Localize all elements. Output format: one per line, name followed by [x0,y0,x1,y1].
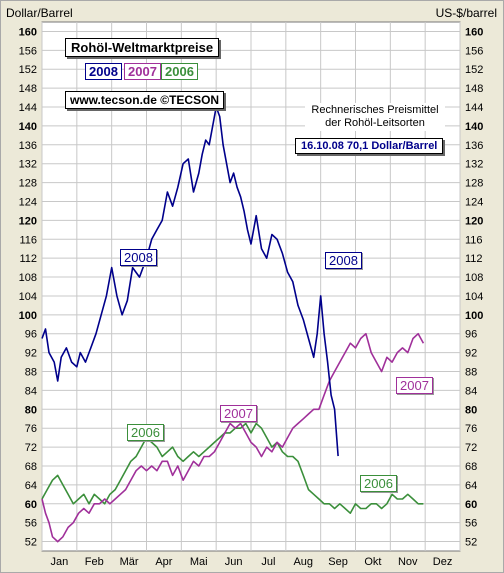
y-tick-label-right: 144 [465,102,483,114]
series-line-2007 [41,332,425,543]
legend-2008: 2008 [85,63,122,80]
y-tick-label-right: 116 [465,234,483,246]
x-tick-label: Feb [85,556,104,568]
y-tick-label-left: 120 [19,215,37,227]
series-label-2006-left: 2006 [127,424,164,441]
y-tick-label-left: 108 [19,272,37,284]
price-note-line1: Rechnerisches Preismittel [311,104,439,116]
y-tick-label-left: 100 [19,310,37,322]
y-tick-label-right: 148 [465,83,483,95]
series-label-2008-right: 2008 [325,252,362,269]
y-tick-label-left: 112 [19,253,37,265]
y-tick-label-right: 124 [465,196,483,208]
series-label-2008-left: 2008 [120,249,157,266]
x-tick-label: Jul [261,556,275,568]
y-tick-label-left: 152 [19,64,37,76]
series-label-2007-left: 2007 [220,405,257,422]
y-tick-label-right: 56 [465,518,477,530]
y-tick-label-right: 96 [465,329,477,341]
x-tick-label: Nov [398,556,418,568]
y-tick-label-left: 92 [25,348,37,360]
y-tick-label-left: 96 [25,329,37,341]
y-tick-label-right: 120 [465,215,483,227]
series-label-2006-right: 2006 [360,475,397,492]
y-tick-label-right: 104 [465,291,483,303]
y-tick-label-left: 88 [25,367,37,379]
y-axis-unit-left: Dollar/Barrel [6,6,73,20]
y-tick-label-left: 144 [19,102,37,114]
series-line-2006 [41,422,424,515]
series-line-2008 [41,106,339,457]
x-tick-label: Aug [293,556,313,568]
y-tick-label-left: 76 [25,423,37,435]
x-tick-label: Jan [51,556,69,568]
x-tick-label: Dez [433,556,453,568]
y-tick-label-left: 160 [19,26,37,38]
x-tick-label: Jun [225,556,243,568]
y-tick-label-left: 72 [25,442,37,454]
current-price: 16.10.08 70,1 Dollar/Barrel [295,138,444,154]
y-tick-label-left: 136 [19,140,37,152]
x-tick-label: Mai [190,556,208,568]
y-axis-left: 52 56 60 64 68 72 76 80 84 88 92 96 100 104 108 112 116 1… [19,26,37,548]
y-tick-label-right: 108 [465,272,483,284]
y-tick-label-right: 60 [465,499,477,511]
y-tick-label-right: 64 [465,480,477,492]
y-tick-label-left: 84 [25,385,37,397]
x-axis: Jan Feb Mär Apr Mai Jun Jul Aug Sep Okt Nov Dez [51,556,453,568]
y-tick-label-left: 104 [19,291,37,303]
y-tick-label-left: 116 [19,234,37,246]
y-tick-label-right: 112 [465,253,483,265]
y-tick-label-right: 84 [465,385,477,397]
y-tick-label-right: 68 [465,461,477,473]
y-tick-label-right: 80 [465,404,477,416]
y-tick-label-left: 68 [25,461,37,473]
y-tick-label-left: 52 [25,537,37,549]
y-tick-label-right: 128 [465,178,483,190]
legend-2007: 2007 [124,63,161,80]
price-note-line2: der Rohöl-Leitsorten [325,117,425,129]
y-tick-label-left: 56 [25,518,37,530]
y-axis-right: 52 56 60 64 68 72 76 80 84 88 92 96 100 104 108 112 116 1… [465,26,483,548]
y-tick-label-right: 140 [465,121,483,133]
y-tick-label-right: 100 [465,310,483,322]
y-tick-label-right: 52 [465,537,477,549]
series-label-2007-right: 2007 [396,377,433,394]
y-tick-label-right: 72 [465,442,477,454]
y-tick-label-right: 136 [465,140,483,152]
y-tick-label-right: 132 [465,159,483,171]
y-tick-label-left: 128 [19,178,37,190]
legend-2006: 2006 [161,63,198,80]
y-axis-unit-right: US-$/barrel [435,6,497,20]
grid [41,22,461,551]
series-layer [41,106,425,543]
website-label: www.tecson.de ©TECSON [65,91,225,109]
price-note: Rechnerisches Preismittel der Rohöl-Leit… [305,103,445,131]
y-tick-label-left: 148 [19,83,37,95]
y-tick-label-right: 156 [465,45,483,57]
x-tick-label: Mär [120,556,139,568]
chart-title: Rohöl-Weltmarktpreise [65,38,220,57]
y-tick-label-right: 160 [465,26,483,38]
y-tick-label-left: 132 [19,159,37,171]
x-tick-label: Sep [328,556,348,568]
y-tick-label-left: 60 [25,499,37,511]
y-tick-label-right: 76 [465,423,477,435]
y-tick-label-left: 140 [19,121,37,133]
y-tick-label-right: 88 [465,367,477,379]
y-tick-label-right: 92 [465,348,477,360]
y-tick-label-right: 152 [465,64,483,76]
y-tick-label-left: 124 [19,196,37,208]
x-tick-label: Apr [155,556,172,568]
y-tick-label-left: 80 [25,404,37,416]
x-tick-label: Okt [364,556,381,568]
y-tick-label-left: 156 [19,45,37,57]
y-tick-label-left: 64 [25,480,37,492]
